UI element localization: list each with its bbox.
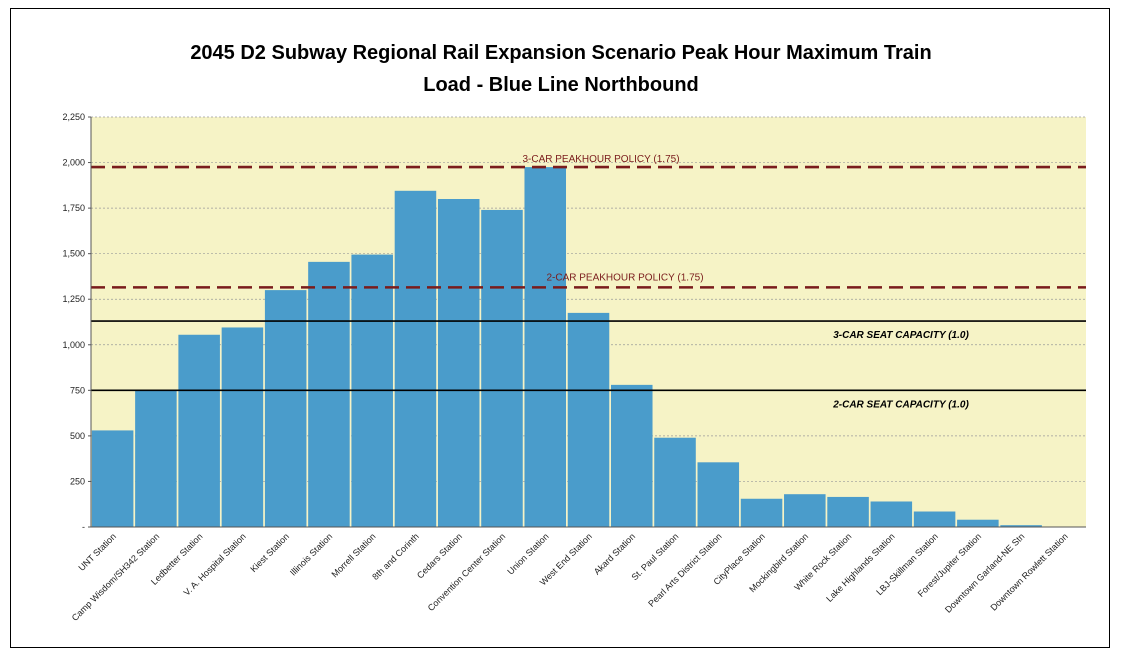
y-tick-label: 750	[70, 385, 85, 395]
y-tick-label: -	[82, 522, 85, 532]
y-tick-label: 1,000	[62, 340, 85, 350]
bar	[437, 199, 480, 527]
bars	[91, 167, 1042, 528]
x-tick-label: Downtown Garland-NE Stn	[943, 531, 1026, 614]
bar	[1000, 525, 1042, 527]
bar	[524, 167, 567, 527]
x-tick-label: Morrell Station	[330, 531, 378, 579]
y-tick-label: 2,000	[62, 158, 85, 168]
x-tick-label: Pearl Arts District Station	[646, 531, 723, 608]
bar	[610, 384, 653, 527]
chart-title-line-2: Load - Blue Line Northbound	[423, 74, 699, 96]
bar	[394, 190, 437, 528]
reference-line-label: 3-CAR PEAKHOUR POLICY (1.75)	[522, 154, 679, 165]
reference-line-label: 2-CAR SEAT CAPACITY (1.0)	[832, 399, 969, 410]
bar	[784, 494, 826, 527]
chart-title-line-1: 2045 D2 Subway Regional Rail Expansion S…	[190, 42, 931, 64]
y-tick-label: 1,750	[62, 203, 85, 213]
x-tick-label: Akard Station	[592, 531, 637, 576]
y-axis: - 250 500 750 1,000 1,250 1,500 1,750 2,000 2,250	[62, 112, 92, 532]
bar-chart: 2045 D2 Subway Regional Rail Expansion S…	[62, 42, 1086, 623]
bar	[91, 430, 134, 527]
y-tick-label: 250	[70, 476, 85, 486]
bar	[308, 261, 350, 527]
x-tick-label: Union Station	[505, 531, 550, 576]
chart-frame: 2045 D2 Subway Regional Rail Expansion S…	[10, 8, 1110, 648]
bar	[221, 327, 264, 527]
y-tick-label: 1,500	[62, 249, 85, 259]
x-tick-label: Kiest Station	[248, 531, 291, 574]
bar	[827, 496, 869, 527]
reference-line-label: 3-CAR SEAT CAPACITY (1.0)	[833, 330, 969, 341]
bar	[264, 290, 307, 527]
bar	[740, 498, 783, 527]
bar	[697, 462, 740, 527]
reference-line-label: 2-CAR PEAKHOUR POLICY (1.75)	[546, 272, 703, 283]
x-tick-label: UNT Station	[76, 531, 118, 573]
y-tick-label: 2,250	[62, 112, 85, 122]
bar	[913, 511, 956, 527]
bar	[654, 437, 696, 527]
x-tick-label: 8th and Corinth	[370, 531, 421, 582]
bar	[957, 519, 999, 527]
x-tick-label: Cedars Station	[415, 531, 464, 580]
x-tick-label: Camp Wisdom/SH342 Station	[70, 531, 162, 623]
x-tick-label: Downtown Rowlett Station	[988, 531, 1069, 612]
bar	[870, 501, 913, 527]
bar	[178, 334, 220, 527]
x-tick-label: Illinois Station	[288, 531, 334, 577]
y-tick-label: 1,250	[62, 294, 85, 304]
bar	[135, 390, 177, 527]
reference-lines: 3-CAR PEAKHOUR POLICY (1.75) 2-CAR PEAKHO…	[91, 154, 1086, 410]
bar	[567, 312, 610, 527]
bar	[481, 209, 523, 527]
y-tick-label: 500	[70, 431, 85, 441]
x-tick-label: Convention Center Station	[426, 531, 508, 613]
